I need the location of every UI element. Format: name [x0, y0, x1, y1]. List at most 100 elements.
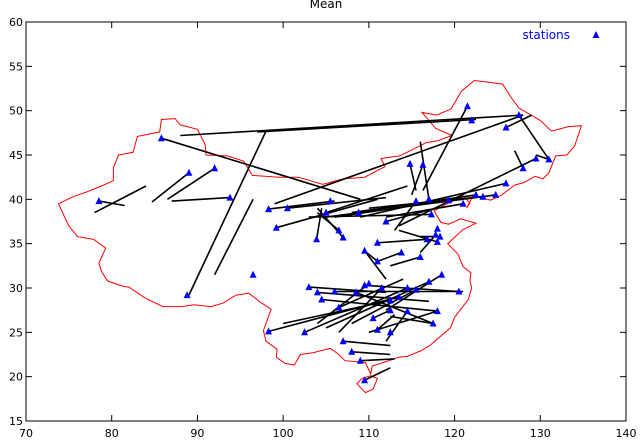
connection-line — [355, 291, 434, 325]
connection-line — [268, 200, 335, 210]
station-marker — [183, 291, 191, 299]
station-marker — [348, 347, 356, 355]
connection-line — [180, 114, 524, 137]
station-marker — [355, 208, 363, 216]
legend-triangle-marker — [592, 31, 600, 38]
station-marker — [339, 337, 347, 345]
station-marker — [313, 288, 321, 296]
station-marker — [395, 292, 403, 300]
station-marker — [382, 217, 390, 225]
station-marker — [283, 204, 291, 212]
border-island-path — [356, 375, 379, 394]
x-tick-label: 70 — [19, 427, 33, 440]
legend-label: stations — [522, 28, 570, 42]
connection-line — [368, 310, 438, 334]
station-marker — [468, 116, 476, 124]
connection-line — [409, 163, 417, 191]
y-tick-label: 50 — [9, 105, 23, 118]
station-marker — [373, 257, 381, 265]
station-marker — [519, 164, 527, 172]
station-marker — [226, 193, 234, 201]
station-marker — [318, 295, 326, 303]
station-marker — [185, 168, 193, 176]
x-tick-label: 120 — [444, 427, 465, 440]
connection-line — [364, 367, 391, 381]
station-marker — [157, 134, 165, 142]
station-marker — [412, 197, 420, 205]
connection-line — [351, 289, 417, 325]
station-marker — [272, 223, 280, 231]
station-marker — [419, 160, 427, 168]
station-marker — [436, 232, 444, 240]
connection-line — [338, 278, 404, 309]
connection-line — [390, 315, 434, 325]
connection-line — [518, 114, 550, 160]
station-marker — [386, 306, 394, 314]
station-marker — [369, 314, 377, 322]
station-marker — [331, 287, 339, 295]
connection-line — [161, 137, 361, 201]
station-marker — [326, 197, 334, 205]
connection-line — [213, 198, 254, 276]
connection-line — [360, 358, 395, 362]
station-marker — [479, 192, 487, 200]
connection-line — [376, 313, 396, 331]
connection-line — [377, 238, 429, 244]
connection-line — [372, 309, 391, 319]
x-tick-label: 110 — [358, 427, 379, 440]
connection-line — [188, 130, 267, 296]
station-marker — [339, 233, 347, 241]
station-marker — [429, 319, 437, 327]
connection-lines — [94, 105, 550, 381]
station-marker — [455, 287, 463, 295]
station-marker — [322, 208, 330, 216]
station-marker — [433, 224, 441, 232]
connection-line — [385, 310, 409, 342]
x-tick-label: 90 — [190, 427, 204, 440]
connection-line — [304, 287, 408, 334]
station-marker — [305, 283, 313, 291]
chart-title: Mean — [310, 0, 343, 11]
connection-line — [513, 150, 524, 169]
station-marker — [313, 235, 321, 243]
connection-line — [325, 185, 408, 214]
connection-line — [325, 281, 430, 329]
station-marker — [425, 277, 433, 285]
station-marker — [445, 196, 453, 204]
station-marker — [378, 284, 386, 291]
connection-line — [257, 118, 477, 133]
station-marker — [352, 288, 360, 296]
connection-line — [268, 296, 400, 333]
y-tick-label: 20 — [9, 371, 23, 384]
station-marker — [412, 285, 420, 293]
station-marker — [335, 303, 343, 311]
station-marker — [423, 235, 431, 243]
station-marker — [416, 253, 424, 260]
station-marker — [386, 328, 394, 336]
y-tick-label: 60 — [9, 16, 23, 29]
station-marker — [459, 199, 467, 207]
station-marker — [95, 197, 103, 205]
connection-line — [316, 211, 340, 232]
border-path — [57, 79, 583, 376]
station-marker — [249, 270, 257, 278]
y-tick-label: 25 — [9, 326, 23, 339]
station-marker — [373, 238, 381, 246]
axis-ticks: 70 80 90 100 110 120 130 140 15 20 25 30 35 40 45 50 55 6… — [9, 16, 637, 440]
y-tick-label: 40 — [9, 193, 23, 206]
connection-line — [505, 114, 533, 129]
connection-line — [351, 351, 391, 356]
station-marker — [433, 307, 441, 315]
connection-line — [385, 203, 464, 218]
x-tick-label: 100 — [273, 427, 294, 440]
station-marker — [373, 325, 381, 333]
connection-line — [364, 284, 459, 293]
plot-frame — [25, 21, 627, 422]
station-marker — [432, 230, 440, 238]
connection-line — [377, 251, 402, 263]
connection-line — [321, 298, 438, 312]
x-tick-label: 80 — [105, 427, 119, 440]
connection-line — [422, 105, 469, 191]
station-marker — [433, 237, 441, 245]
station-marker — [406, 159, 414, 167]
